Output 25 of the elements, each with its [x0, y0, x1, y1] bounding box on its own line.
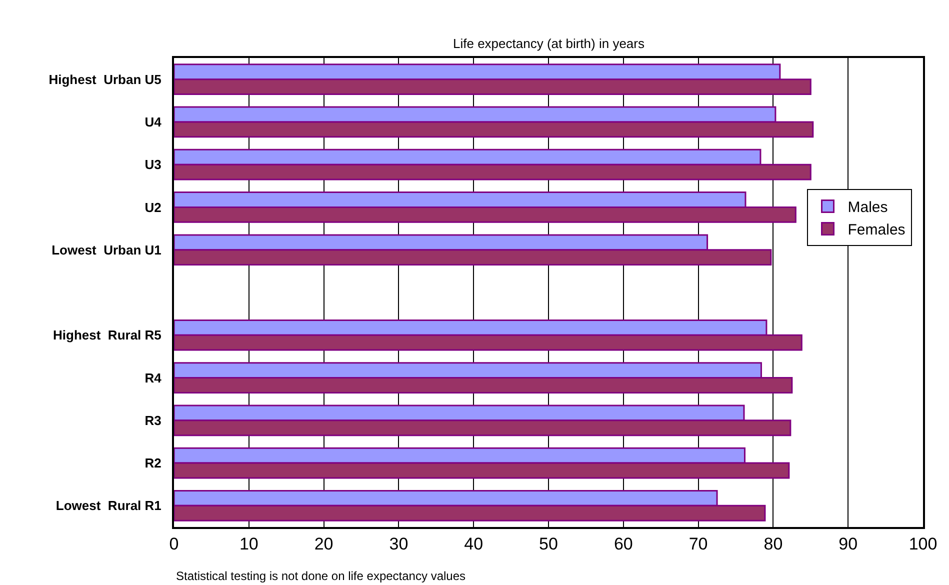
- legend-label: Males: [848, 199, 888, 216]
- x-tick-label: 80: [764, 534, 783, 554]
- x-tick-label: 10: [239, 534, 258, 554]
- x-tick-label: 20: [314, 534, 334, 554]
- chart-subtitle: Life expectancy (at birth) in years: [453, 36, 645, 51]
- x-tick-label: 70: [688, 534, 708, 554]
- y-tick-label: Highest Urban U5: [48, 72, 162, 87]
- y-tick-label: Lowest Rural R1: [56, 498, 162, 514]
- y-tick-label: Lowest Urban U1: [52, 242, 162, 258]
- legend-label: Females: [848, 222, 906, 239]
- text: Statistical testing is not done on life expectancy values: [176, 569, 466, 583]
- x-tick-label: 50: [539, 534, 558, 554]
- y-tick-label: U4: [144, 114, 162, 130]
- y-tick-label: R4: [144, 370, 162, 386]
- x-tick-label: 60: [614, 534, 633, 554]
- y-tick-label: Highest Rural R5: [53, 328, 162, 343]
- y-tick-label: U3: [144, 157, 162, 172]
- y-tick-label: R3: [144, 412, 162, 428]
- x-tick-label: 90: [838, 534, 858, 554]
- y-tick-label: R2: [144, 456, 162, 471]
- y-tick-label: U2: [144, 200, 162, 215]
- x-tick-label: 40: [464, 534, 484, 554]
- x-tick-label: 100: [908, 534, 938, 554]
- x-tick-label: 30: [389, 534, 408, 554]
- x-tick-label: 0: [169, 534, 179, 554]
